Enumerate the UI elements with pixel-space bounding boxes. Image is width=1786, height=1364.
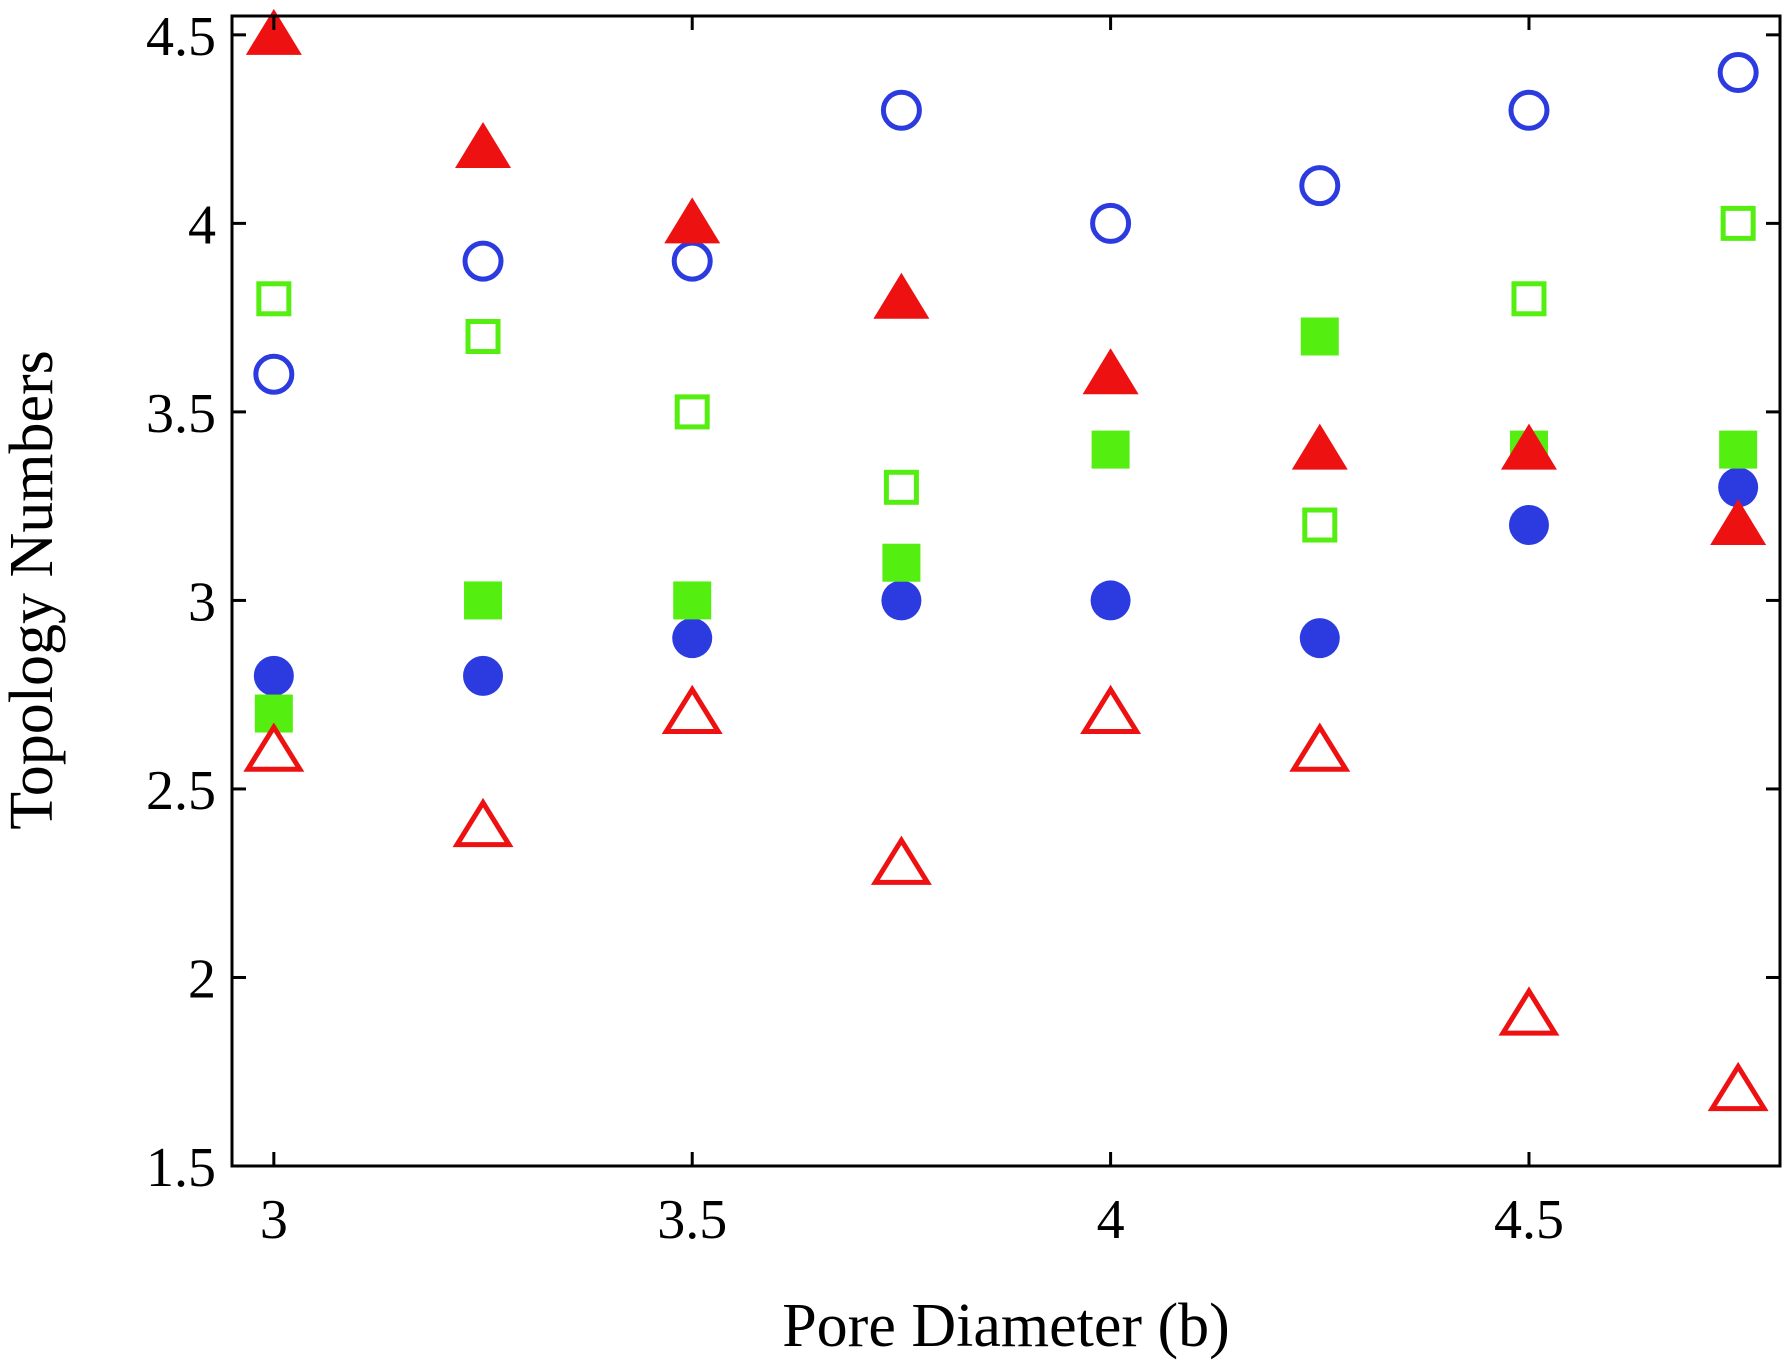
y-tick-label: 1.5 (146, 1137, 216, 1199)
x-tick-label: 3.5 (657, 1189, 727, 1251)
data-point-square-filled (673, 581, 712, 620)
data-point-triangle-filled (455, 121, 512, 168)
data-point-circle-open (880, 89, 922, 131)
series-circle-open (253, 52, 1759, 395)
data-point-square-filled (882, 543, 921, 582)
data-point-square-open (465, 318, 501, 354)
x-tick-label: 4.5 (1494, 1189, 1564, 1251)
data-point-triangle-open (1080, 684, 1142, 735)
data-point-circle-filled (1718, 467, 1759, 508)
data-point-circle-filled (1090, 580, 1131, 621)
y-tick-label: 4 (188, 194, 216, 256)
y-axis-label: Topology Numbers (0, 350, 66, 830)
data-point-circle-filled (1508, 505, 1549, 546)
data-point-triangle-filled (1082, 348, 1139, 395)
data-point-triangle-filled (1710, 499, 1767, 546)
series-triangle-filled (245, 8, 1767, 546)
data-point-square-filled (1719, 430, 1758, 469)
data-point-circle-open (1717, 52, 1759, 94)
y-tick-label: 2.5 (146, 760, 216, 822)
axis-ticks: 3 3.5 4 4.5 1.5 2 2.5 3 3.5 4 4.5 (146, 6, 1780, 1251)
data-point-triangle-open (1707, 1061, 1769, 1112)
data-point-triangle-open (870, 835, 932, 885)
data-point-square-open (256, 281, 292, 317)
series-square-filled (254, 317, 1758, 733)
data-point-triangle-open (661, 684, 723, 735)
y-tick-label: 4.5 (146, 6, 216, 68)
data-marks (243, 8, 1769, 1112)
data-point-square-filled (464, 581, 503, 620)
series-triangle-open (243, 684, 1769, 1112)
y-tick-label: 3 (188, 571, 216, 633)
plot-frame (230, 14, 1782, 1168)
data-point-triangle-open (1289, 722, 1351, 772)
data-point-square-open (1511, 281, 1547, 317)
data-point-square-open (674, 394, 710, 430)
data-point-triangle-open (243, 722, 305, 772)
x-axis-label: Pore Diameter (b) (782, 1292, 1230, 1360)
data-point-circle-open (671, 240, 713, 282)
data-point-circle-filled (672, 618, 713, 659)
y-tick-label: 2 (188, 948, 216, 1010)
data-point-circle-filled (1299, 618, 1340, 659)
data-point-square-filled (1300, 317, 1339, 356)
data-point-triangle-open (1498, 986, 1560, 1036)
data-point-circle-open (1508, 89, 1550, 131)
data-point-triangle-filled (1291, 423, 1348, 470)
y-tick-label: 3.5 (146, 383, 216, 445)
series-circle-filled (253, 467, 1759, 696)
x-tick-label: 4 (1097, 1189, 1125, 1251)
data-point-triangle-filled (664, 197, 721, 244)
data-point-triangle-filled (245, 8, 302, 55)
data-point-square-open (1302, 507, 1338, 543)
x-tick-label: 3 (260, 1189, 288, 1251)
data-point-triangle-filled (873, 272, 930, 319)
series-square-open (256, 205, 1756, 543)
data-point-square-open (883, 469, 919, 505)
data-point-circle-open (1090, 202, 1132, 244)
data-point-circle-filled (881, 580, 922, 621)
data-point-triangle-filled (1500, 423, 1557, 470)
data-point-circle-open (462, 240, 504, 282)
data-point-circle-filled (253, 655, 294, 696)
data-point-circle-filled (463, 655, 504, 696)
data-point-square-open (1720, 205, 1756, 241)
data-point-circle-open (1299, 165, 1341, 207)
data-point-circle-open (253, 353, 295, 395)
data-point-square-filled (1091, 430, 1130, 469)
data-point-triangle-open (452, 797, 514, 848)
